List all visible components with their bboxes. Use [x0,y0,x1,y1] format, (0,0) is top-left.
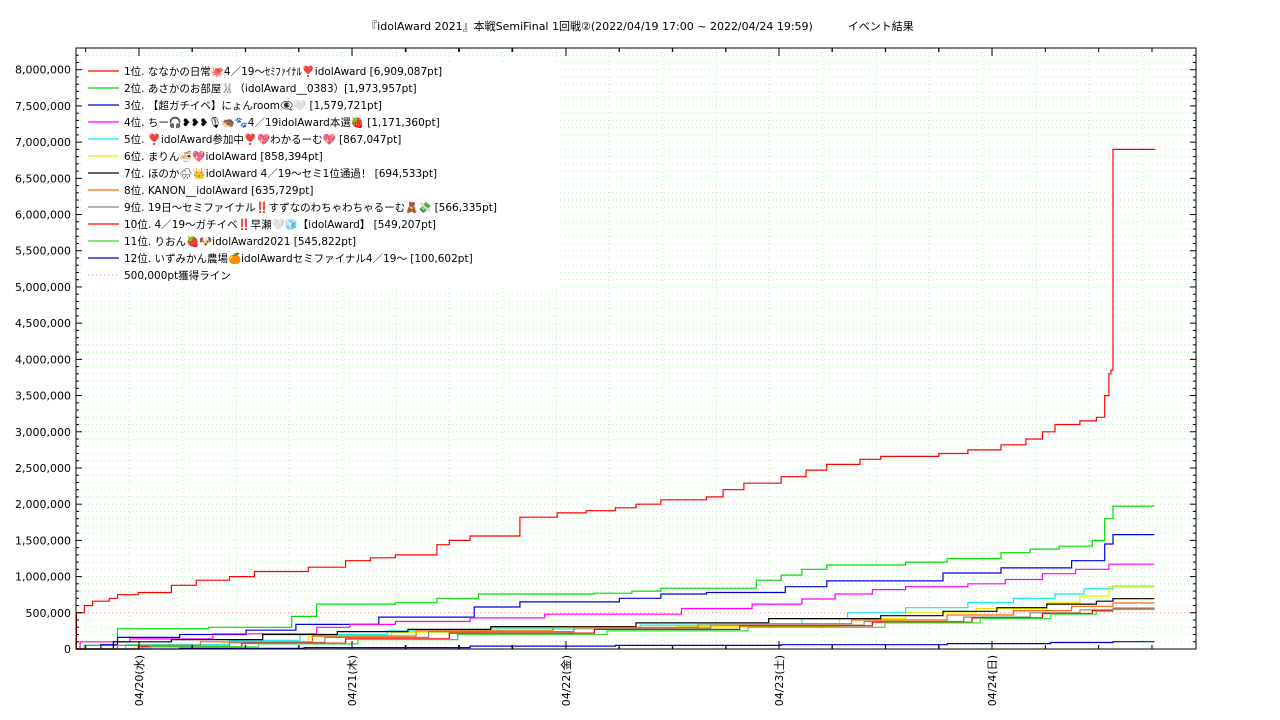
y-tick-label: 5,000,000 [15,281,71,294]
legend-label-10: 10位. 4／19〜ガチイベ‼️早瀬🤍🧊【idolAward】 [549,207… [124,218,436,231]
y-tick-label: 2,500,000 [15,462,71,475]
legend-background [82,62,558,288]
grid-layer [76,48,1196,649]
y-tick-label: 1,500,000 [15,534,71,547]
legend: 1位. ななかの日常🐙4／19〜ｾﾐﾌｧｲﾅﾙ❣️idolAward [6,90… [82,62,558,288]
series-layer [75,148,1156,650]
plot-area-border [75,47,1197,650]
x-tick-label: 04/23(土) [773,655,786,706]
y-tick-label: 4,500,000 [15,317,71,330]
series-line-11 [76,608,1155,650]
y-tick-label: 2,000,000 [15,498,71,511]
legend-label-12: 12位. いずみかん農場🍊idolAwardセミファイナル4／19〜 [100,… [124,252,473,265]
x-tick-label: 04/20(水) [133,655,146,706]
y-tick-label: 0 [64,643,71,656]
y-tick-label: 6,000,000 [15,209,71,222]
series-line-9 [76,607,1155,650]
legend-label-8: 8位. KANON__idolAward [635,729pt] [124,184,313,197]
legend-label-5: 5位. ❣️idolAward参加中❣️💖わかるーむ💖 [867,047pt] [124,133,401,146]
legend-label-7: 7位. ほのか🌧👑idolAward 4／19〜セミ1位通過！ [694,533… [124,167,437,180]
legend-label-3: 3位. 【超ガチイベ】にょんroom👁‍🗨🤍 [1,579,721pt] [124,99,382,112]
y-tick-label: 500,000 [26,607,72,620]
plot-frame [75,47,1197,650]
series-line-2 [76,505,1155,650]
y-tick-label: 7,500,000 [15,100,71,113]
x-tick-label: 04/22(金) [559,655,573,706]
y-tick-label: 1,000,000 [15,571,71,584]
legend-label-9: 9位. 19日〜セミファイナル‼️すずなのわちゃわちゃるーむ🧸💸 [566,33… [124,201,497,214]
y-tick-label: 6,500,000 [15,172,71,185]
series-line-4 [76,563,1155,650]
series-line-1 [75,148,1156,650]
series-line-8 [76,602,1155,650]
y-tick-label: 7,000,000 [15,136,71,149]
legend-label-13: 500,000pt獲得ライン [124,269,231,282]
x-tick-label: 04/24(日) [986,655,999,706]
legend-label-11: 11位. りおん🍓🐶idolAward2021 [545,822pt] [124,235,356,248]
x-tick-label: 04/21(木) [346,655,359,706]
legend-label-1: 1位. ななかの日常🐙4／19〜ｾﾐﾌｧｲﾅﾙ❣️idolAward [6,90… [124,65,442,78]
y-tick-label: 8,000,000 [15,64,71,77]
legend-label-4: 4位. ちー🎧❥❥❥🎙🦔🐾4／19idolAward本選🍓 [1,171,360… [124,116,440,129]
legend-label-2: 2位. あさかのお部屋🐰（idolAward__0383）[1,973,957p… [124,82,417,95]
series-line-3 [76,534,1155,650]
y-tick-label: 4,000,000 [15,353,71,366]
y-tick-label: 3,500,000 [15,390,71,403]
legend-label-6: 6位. まりん🍜💖idolAward [858,394pt] [124,150,323,163]
x-axis-ticks: 04/20(水) 04/21(木) 04/22(金) 04/23(土) 04/24(日) [85,48,1153,706]
series-line-12 [76,641,1155,650]
chart-title: 『idolAward 2021』本戦SemiFinal 1回戦②(2022/04… [366,20,914,33]
series-line-7 [76,598,1155,650]
y-tick-label: 5,500,000 [15,245,71,258]
series-line-6 [76,586,1155,650]
y-axis-ticks: 0 500,000 1,000,000 1,500,000 2,000,000 2,500… [15,47,1196,656]
series-line-10 [76,608,1155,650]
y-tick-label: 3,000,000 [15,426,71,439]
